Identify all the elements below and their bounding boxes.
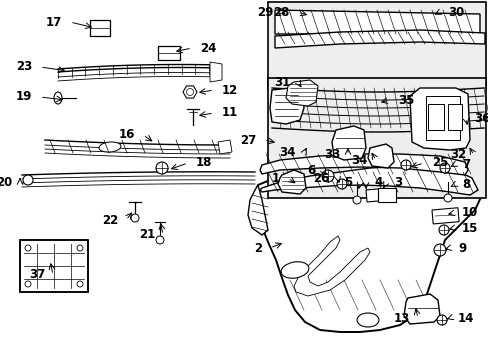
Circle shape	[438, 225, 448, 235]
Text: 32: 32	[449, 148, 465, 162]
Circle shape	[439, 163, 449, 173]
Polygon shape	[260, 154, 467, 175]
Text: 27: 27	[239, 134, 256, 147]
Polygon shape	[183, 86, 197, 98]
Text: 34: 34	[279, 147, 295, 159]
Text: 13: 13	[393, 311, 409, 324]
Circle shape	[336, 179, 346, 189]
Circle shape	[25, 245, 31, 251]
Bar	[90, 20, 110, 36]
Text: 31: 31	[273, 76, 289, 89]
Ellipse shape	[356, 313, 378, 327]
Circle shape	[352, 196, 360, 204]
Text: 29: 29	[257, 5, 273, 18]
Polygon shape	[293, 236, 369, 296]
Text: 16: 16	[119, 129, 135, 141]
Circle shape	[321, 170, 333, 182]
Circle shape	[436, 315, 446, 325]
Text: 21: 21	[139, 229, 155, 242]
Text: 11: 11	[222, 107, 238, 120]
Polygon shape	[285, 80, 317, 106]
Bar	[365, 189, 382, 202]
Text: 22: 22	[102, 213, 118, 226]
Bar	[267, 78, 485, 198]
Bar	[427, 104, 443, 130]
Circle shape	[433, 244, 445, 256]
Polygon shape	[331, 126, 365, 160]
Polygon shape	[247, 185, 267, 235]
Text: 14: 14	[457, 311, 473, 324]
Text: 24: 24	[200, 41, 216, 54]
Bar	[447, 104, 461, 130]
Text: 33: 33	[323, 148, 339, 162]
Circle shape	[156, 162, 168, 174]
Polygon shape	[409, 88, 469, 150]
Ellipse shape	[99, 142, 121, 152]
Text: 28: 28	[273, 5, 289, 18]
Text: 5: 5	[343, 176, 351, 189]
Bar	[20, 240, 88, 292]
Text: 12: 12	[222, 84, 238, 96]
Bar	[425, 96, 459, 140]
Ellipse shape	[23, 175, 33, 185]
Circle shape	[77, 245, 83, 251]
Circle shape	[156, 236, 163, 244]
Polygon shape	[367, 144, 393, 168]
Bar	[431, 208, 458, 224]
Circle shape	[186, 89, 193, 95]
Bar	[158, 46, 180, 60]
Polygon shape	[278, 170, 305, 194]
Circle shape	[25, 281, 31, 287]
Text: 4: 4	[373, 176, 382, 189]
Text: 1: 1	[271, 171, 280, 184]
Text: 23: 23	[16, 60, 32, 73]
Text: 34: 34	[351, 153, 367, 166]
Bar	[267, 2, 485, 88]
Ellipse shape	[281, 262, 308, 278]
Polygon shape	[269, 88, 304, 124]
Text: 25: 25	[431, 157, 447, 170]
Polygon shape	[260, 166, 477, 195]
Bar	[377, 188, 395, 202]
Text: 18: 18	[196, 157, 212, 170]
Text: 10: 10	[461, 207, 477, 220]
Text: 2: 2	[253, 242, 262, 255]
Text: 37: 37	[29, 269, 45, 282]
Text: 35: 35	[397, 94, 413, 107]
Polygon shape	[274, 10, 479, 34]
Circle shape	[77, 281, 83, 287]
Text: 15: 15	[461, 221, 477, 234]
Polygon shape	[218, 140, 231, 154]
Text: 26: 26	[313, 171, 329, 184]
Circle shape	[400, 160, 410, 170]
Text: 19: 19	[16, 90, 32, 104]
Polygon shape	[209, 62, 222, 82]
Circle shape	[443, 194, 451, 202]
Text: 20: 20	[0, 175, 12, 189]
Polygon shape	[254, 162, 481, 332]
Text: 3: 3	[393, 176, 401, 189]
Text: 8: 8	[461, 179, 469, 192]
Text: 9: 9	[457, 242, 465, 255]
Ellipse shape	[54, 92, 62, 104]
Text: 7: 7	[461, 158, 469, 171]
Text: 6: 6	[306, 163, 314, 176]
Polygon shape	[403, 294, 439, 324]
Text: 36: 36	[473, 112, 488, 125]
Bar	[20, 240, 88, 292]
Polygon shape	[274, 30, 484, 48]
Text: 17: 17	[46, 15, 62, 28]
Circle shape	[131, 214, 139, 222]
Text: 30: 30	[447, 5, 463, 18]
